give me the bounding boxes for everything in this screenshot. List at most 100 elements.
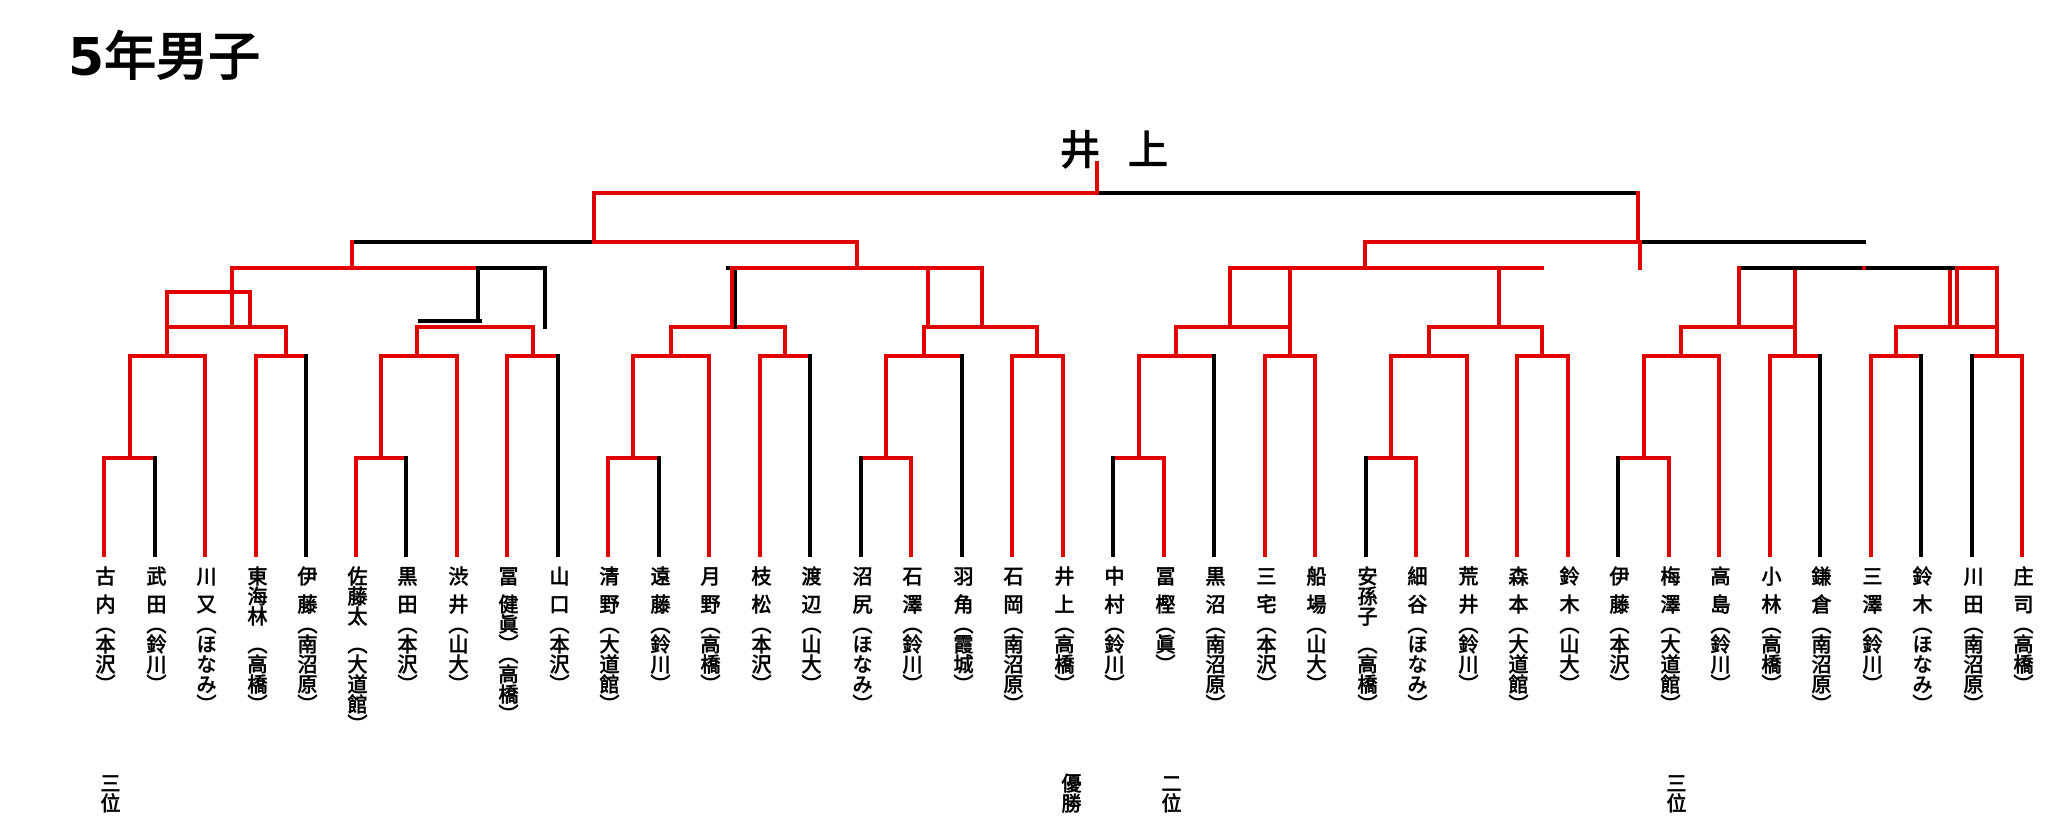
- player-club: 岡（南沼原）: [1000, 594, 1024, 714]
- player-name: 三: [1253, 566, 1277, 586]
- player-club: 口（本沢）: [546, 594, 570, 694]
- player-entry: 黒沼（南沼原）: [1199, 566, 1229, 714]
- placing-runner-up: 二位: [1158, 773, 1182, 813]
- player-entry: 渋井（山大）: [442, 566, 472, 694]
- player-name: 黒: [394, 566, 418, 586]
- player-club: 野（大道館）: [596, 594, 620, 714]
- player-entry: 枝松（本沢）: [745, 566, 775, 694]
- player-name: 中: [1101, 566, 1125, 586]
- player-name: 森: [1505, 566, 1529, 586]
- player-name: 枝: [748, 566, 772, 586]
- player-entry: 中村（鈴川）: [1098, 566, 1128, 694]
- player-club: 又（ほなみ）: [193, 594, 217, 714]
- page-title: 5年男子: [68, 28, 261, 88]
- player-club: （高橋）: [244, 634, 268, 714]
- player-entry: 月野（高橋）: [694, 566, 724, 694]
- player-club: 野（高橋）: [697, 594, 721, 694]
- player-entry: 羽角（霞城）: [947, 566, 977, 694]
- player-club: 司（高橋）: [2010, 594, 2034, 694]
- player-club: 藤（鈴川）: [647, 594, 671, 694]
- player-club: 谷（ほなみ）: [1404, 594, 1428, 714]
- player-entry: 武田（鈴川）: [140, 566, 170, 694]
- player-club: 木（山大）: [1556, 594, 1580, 694]
- player-entry: 森本（大道館）: [1502, 566, 1532, 714]
- player-entry: 遠藤（鈴川）: [644, 566, 674, 694]
- player-club: 井（山大）: [445, 594, 469, 694]
- player-entry: 川又（ほなみ）: [190, 566, 220, 714]
- player-club: 澤（大道館）: [1657, 594, 1681, 714]
- placing-winner: 優勝: [1058, 773, 1082, 813]
- champion-name: 井上: [1060, 128, 1196, 174]
- player-club: 角（霞城）: [950, 594, 974, 694]
- player-club: 上（高橋）: [1051, 594, 1075, 694]
- player-name: 渋: [445, 566, 469, 586]
- player-name: 荒: [1455, 566, 1479, 586]
- player-entry: 梅澤（大道館）: [1654, 566, 1684, 714]
- player-club: 本（大道館）: [1505, 594, 1529, 714]
- player-club: 藤（南沼原）: [294, 594, 318, 714]
- player-name: 庄: [2010, 566, 2034, 586]
- player-entry: 鎌倉（南沼原）: [1805, 566, 1835, 714]
- player-entry: 荒井（鈴川）: [1452, 566, 1482, 694]
- player-entry: 伊藤（南沼原）: [291, 566, 321, 714]
- player-entry: 冨健眞）（高橋）: [492, 566, 522, 724]
- player-entry: 井上（高橋）: [1048, 566, 1078, 694]
- player-club: 田（鈴川）: [143, 594, 167, 694]
- player-entry: 伊藤（本沢）: [1603, 566, 1633, 694]
- player-entry: 古内（本沢）: [89, 566, 119, 694]
- player-name: 石: [1000, 566, 1024, 586]
- player-entry: 小林（高橋）: [1755, 566, 1785, 694]
- player-entry: 鈴木（ほなみ）: [1906, 566, 1936, 714]
- player-name: 三: [1859, 566, 1883, 586]
- player-club: 倉（南沼原）: [1808, 594, 1832, 714]
- player-name: 鎌: [1808, 566, 1832, 586]
- player-entry: 三澤（鈴川）: [1856, 566, 1886, 694]
- player-club: （高橋）: [1354, 634, 1378, 714]
- player-club: 林（高橋）: [1758, 594, 1782, 694]
- player-club: 健眞）（高橋）: [495, 594, 519, 724]
- player-name: 小: [1758, 566, 1782, 586]
- player-name: 鈴: [1556, 566, 1580, 586]
- player-entry: 鈴木（山大）: [1553, 566, 1583, 694]
- player-name: 石: [899, 566, 923, 586]
- player-name: 井: [1051, 566, 1075, 586]
- player-entry: 東海林 （高橋）: [241, 566, 271, 714]
- player-club: 島（鈴川）: [1707, 594, 1731, 694]
- player-name: 遠: [647, 566, 671, 586]
- player-entry: 佐藤太 （大道館）: [341, 566, 371, 734]
- player-entry: 黒田（本沢）: [391, 566, 421, 694]
- player-name: 高: [1707, 566, 1731, 586]
- player-name: 冨: [495, 566, 519, 586]
- player-name: 細: [1404, 566, 1428, 586]
- player-name: 伊: [294, 566, 318, 586]
- player-name: 川: [193, 566, 217, 586]
- player-name: 黒: [1202, 566, 1226, 586]
- player-club: 村（鈴川）: [1101, 594, 1125, 694]
- player-club: 宅（本沢）: [1253, 594, 1277, 694]
- player-entry: 沼尻（ほなみ）: [846, 566, 876, 714]
- player-name: 清: [596, 566, 620, 586]
- player-name: 安孫子: [1354, 566, 1378, 626]
- player-entry: 清野（大道館）: [593, 566, 623, 714]
- player-club: （大道館）: [344, 634, 368, 734]
- player-name: 東海林: [244, 566, 268, 626]
- player-name: 川: [1960, 566, 1984, 586]
- player-entry: 高島（鈴川）: [1704, 566, 1734, 694]
- player-name: 武: [143, 566, 167, 586]
- player-club: 尻（ほなみ）: [849, 594, 873, 714]
- placing-third-b: 三位: [1663, 773, 1687, 813]
- player-entry: 三宅（本沢）: [1250, 566, 1280, 694]
- player-entry: 安孫子 （高橋）: [1351, 566, 1381, 714]
- player-club: 場（山大）: [1303, 594, 1327, 694]
- player-name: 冨: [1152, 566, 1176, 586]
- player-name: 伊: [1606, 566, 1630, 586]
- player-entry: 渡辺（山大）: [795, 566, 825, 694]
- player-name: 梅: [1657, 566, 1681, 586]
- player-name: 沼: [849, 566, 873, 586]
- player-name: 羽: [950, 566, 974, 586]
- player-club: 藤（本沢）: [1606, 594, 1630, 694]
- player-club: 井（鈴川）: [1455, 594, 1479, 694]
- player-entry: 庄司（高橋）: [2007, 566, 2037, 694]
- player-club: 澤（鈴川）: [1859, 594, 1883, 694]
